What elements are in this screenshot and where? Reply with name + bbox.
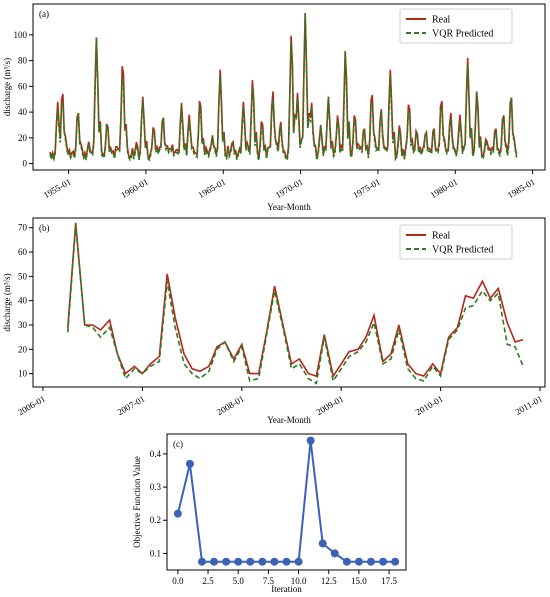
- x-tick-label: 0.0: [172, 576, 184, 586]
- y-tick-label: 10: [18, 369, 28, 379]
- x-tick-label: 2011-01: [513, 394, 544, 417]
- objective-point: [270, 557, 279, 566]
- x-tick-label: 5.0: [233, 576, 245, 586]
- x-tick-label: 2010-01: [414, 394, 445, 418]
- objective-point: [234, 557, 243, 566]
- x-tick-label: 7.5: [263, 576, 275, 586]
- y-tick-label: 0.3: [150, 482, 162, 492]
- y-tick-label: 50: [18, 271, 28, 281]
- panel-b: 10 20 30 40 50 60 70 2006-01 2007-01 2008-01 2009-…: [2, 217, 546, 425]
- y-tick-label: 40: [18, 107, 28, 117]
- objective-point: [354, 557, 363, 566]
- objective-point: [173, 509, 182, 518]
- y-axis-label: discharge (m³/s): [2, 58, 12, 116]
- y-tick-label: 60: [18, 81, 28, 91]
- objective-point: [342, 557, 351, 566]
- legend-label: VQR Predicted: [432, 245, 493, 256]
- x-axis-label: Year-Month: [267, 415, 311, 425]
- x-tick-label: 2009-01: [314, 394, 345, 418]
- objective-point: [330, 549, 339, 558]
- y-tick-label: 0: [23, 159, 28, 169]
- x-tick-label: 2007-01: [116, 394, 147, 418]
- x-axis-label: Iteration: [271, 584, 302, 594]
- panel-label: (c): [173, 439, 183, 449]
- plot-frame: [32, 217, 546, 388]
- objective-point: [185, 459, 194, 468]
- objective-point: [366, 557, 375, 566]
- objective-point: [391, 557, 400, 566]
- x-tick-label: 2.5: [202, 576, 214, 586]
- y-tick-label: 0.1: [150, 548, 161, 558]
- panel-label: (a): [39, 9, 49, 19]
- y-tick-label: 60: [18, 247, 28, 257]
- y-tick-label: 0.2: [150, 515, 161, 525]
- y-axis-label: Objective Function Value: [132, 456, 142, 548]
- y-tick-label: 80: [18, 56, 28, 66]
- y-tick-label: 20: [18, 344, 28, 354]
- plot-frame: [166, 433, 407, 571]
- objective-point: [246, 557, 255, 566]
- x-tick-label: 1965-01: [196, 177, 227, 201]
- objective-point: [258, 557, 267, 566]
- y-tick-label: 0.4: [150, 449, 162, 459]
- x-tick-label: 1985-01: [506, 177, 537, 201]
- x-tick-label: 10.0: [291, 576, 307, 586]
- objective-point: [198, 557, 207, 566]
- legend-box: [399, 224, 513, 260]
- panel-label: (b): [39, 223, 50, 233]
- objective-line: [176, 440, 396, 563]
- y-tick-label: 70: [18, 223, 28, 233]
- x-tick-label: 2008-01: [215, 394, 246, 418]
- x-tick-label: 15.0: [351, 576, 367, 586]
- legend-label: Real: [432, 15, 451, 26]
- x-tick-label: 12.5: [321, 576, 337, 586]
- panel-a: 0 20 40 60 80 100 1955-01 1960-01 1965-01 1970-01…: [2, 3, 546, 212]
- series-vqr-predicted-line: [49, 14, 518, 163]
- legend-box: [399, 8, 513, 44]
- y-tick-label: 100: [14, 30, 28, 40]
- x-tick-label: 17.5: [381, 576, 397, 586]
- objective-point: [294, 557, 303, 566]
- y-tick-label: 30: [18, 320, 28, 330]
- objective-point: [306, 436, 315, 445]
- y-tick-label: 40: [18, 296, 28, 306]
- objective-point: [222, 557, 231, 566]
- objective-point: [210, 557, 219, 566]
- y-tick-label: 20: [18, 133, 28, 143]
- legend-label: Real: [432, 231, 451, 242]
- objective-point: [318, 539, 327, 548]
- x-axis-label: Year-Month: [267, 202, 311, 212]
- y-axis-label: discharge (m³/s): [2, 273, 12, 331]
- x-tick-label: 1955-01: [42, 177, 73, 201]
- panel-c: 0.1 0.2 0.3 0.4 0.0 2.5 5.0 7.5 10.0 12.5 15.0 17.5…: [132, 433, 407, 594]
- x-tick-label: 2006-01: [16, 394, 47, 418]
- objective-point: [282, 557, 291, 566]
- objective-point: [379, 557, 388, 566]
- x-tick-label: 1980-01: [428, 177, 459, 201]
- x-tick-label: 1975-01: [351, 177, 382, 201]
- x-tick-label: 1970-01: [274, 177, 305, 201]
- legend-label: VQR Predicted: [432, 29, 493, 40]
- plot-frame: [32, 3, 546, 171]
- x-tick-label: 1960-01: [119, 177, 150, 201]
- series-vqr-predicted-line: [67, 225, 524, 385]
